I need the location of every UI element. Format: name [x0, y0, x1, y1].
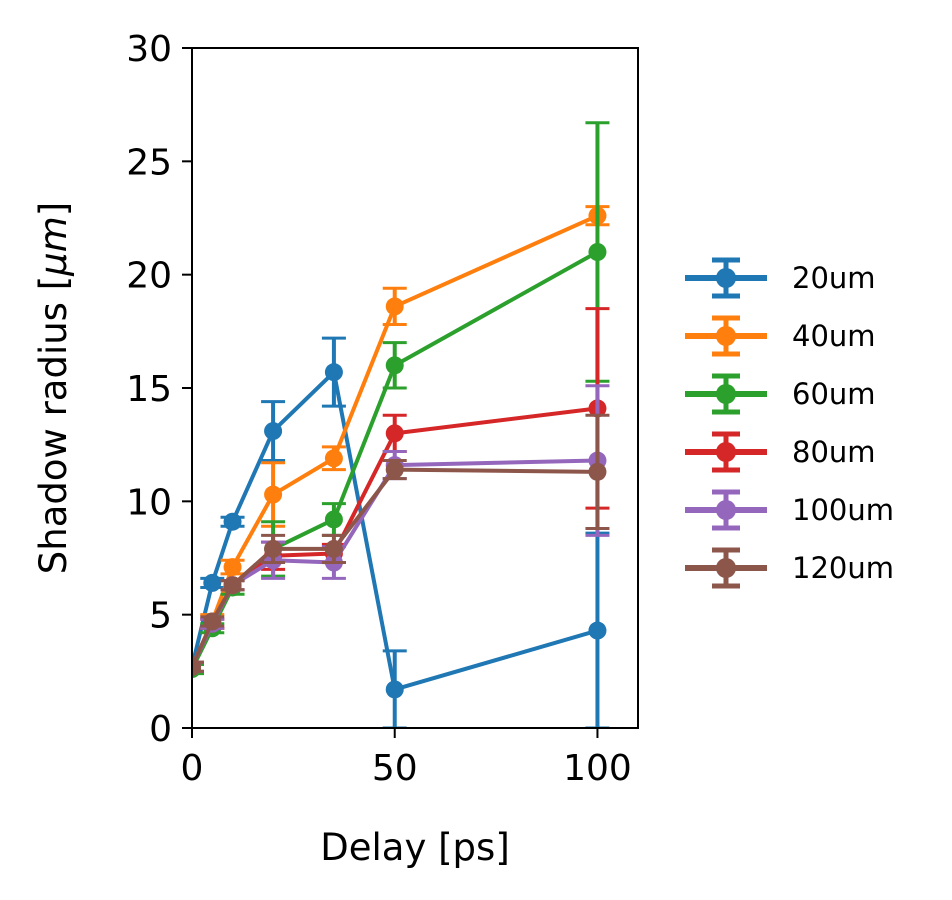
legend-label-60um: 60um [792, 377, 876, 411]
plot-area [192, 121, 610, 728]
y-tick-label-30: 30 [126, 29, 172, 70]
y-axis-title-unit: μm [32, 216, 75, 277]
legend-label-40um: 40um [792, 319, 876, 353]
legend-label-100um: 100um [792, 493, 894, 527]
data-point-20um-3 [264, 422, 283, 441]
legend-entry-40um: 40um [685, 315, 876, 357]
legend-entry-60um: 60um [685, 373, 876, 415]
y-tick-label-10: 10 [126, 482, 172, 523]
legend-marker-60um [716, 384, 736, 404]
axes-frame [191, 47, 639, 729]
data-point-40um-3 [264, 485, 283, 504]
y-tick-label-20: 20 [126, 256, 172, 297]
legend-label-20um: 20um [792, 261, 876, 295]
legend-entry-120um: 120um [685, 547, 894, 589]
y-axis-title-group: Shadow radius [μm] [32, 202, 75, 574]
y-tick-label-5: 5 [149, 596, 172, 637]
axes: 0 5 10 15 20 25 30 0 50 100 [126, 29, 639, 789]
legend-entry-100um: 100um [685, 489, 894, 531]
data-point-60um-5 [385, 356, 404, 375]
legend-label-80um: 80um [792, 435, 876, 469]
y-axis-title: Shadow radius [μm] [32, 202, 75, 574]
data-point-20um-6 [588, 621, 607, 640]
legend: 20um 40um 60um 80um 100um 120um [685, 257, 894, 589]
data-point-20um-5 [385, 680, 404, 699]
data-point-120um-3 [264, 539, 283, 558]
series-line-100um [192, 458, 598, 668]
data-point-20um-2 [223, 512, 242, 531]
legend-marker-20um [716, 268, 736, 288]
data-point-120um-5 [385, 460, 404, 479]
data-point-120um-6 [588, 462, 607, 481]
data-point-40um-4 [324, 449, 343, 468]
y-tick-label-0: 0 [149, 709, 172, 750]
data-point-120um-0 [192, 657, 201, 676]
legend-marker-80um [716, 442, 736, 462]
x-tick-label-100: 100 [563, 748, 632, 789]
y-axis-title-text: Shadow radius [ [32, 276, 75, 574]
data-point-60um-4 [324, 510, 343, 529]
data-point-120um-4 [324, 539, 343, 558]
y-axis-title-close: ] [32, 202, 75, 216]
data-point-120um-2 [223, 576, 242, 595]
data-point-60um-6 [588, 243, 607, 261]
series-120um [192, 413, 610, 676]
data-point-120um-1 [203, 612, 222, 631]
legend-marker-120um [716, 558, 736, 578]
x-tick-label-0: 0 [181, 748, 204, 789]
legend-entry-80um: 80um [685, 431, 876, 473]
series-layer [192, 121, 610, 728]
series-20um [192, 336, 610, 728]
series-60um [192, 121, 610, 679]
data-point-40um-5 [385, 297, 404, 316]
data-point-20um-1 [203, 573, 222, 592]
x-axis-title: Delay [ps] [320, 826, 510, 869]
data-point-80um-5 [385, 424, 404, 443]
data-point-20um-4 [324, 363, 343, 382]
series-line-120um [192, 467, 598, 668]
legend-marker-40um [716, 326, 736, 346]
x-tick-label-50: 50 [372, 748, 418, 789]
y-tick-label-25: 25 [126, 142, 172, 183]
legend-entry-20um: 20um [685, 257, 876, 299]
data-point-40um-2 [223, 558, 242, 577]
legend-marker-100um [716, 500, 736, 520]
y-tick-label-15: 15 [126, 369, 172, 410]
legend-label-120um: 120um [792, 551, 894, 585]
